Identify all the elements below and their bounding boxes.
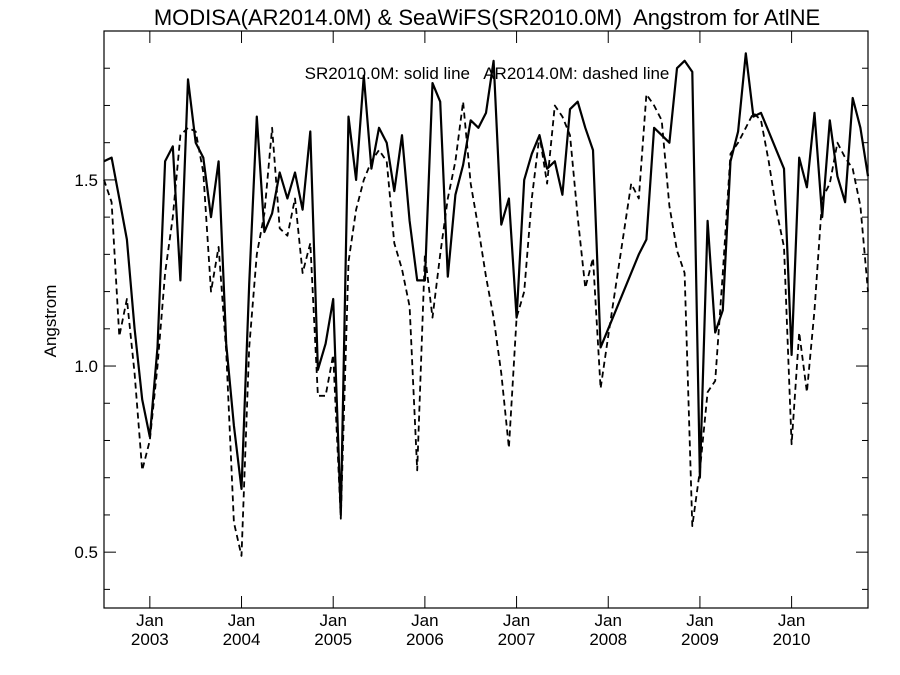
y-tick-label: 0.5 bbox=[74, 543, 98, 562]
y-axis-label: Angstrom bbox=[41, 285, 60, 358]
x-tick-month-label: Jan bbox=[136, 611, 163, 630]
series-lines bbox=[103, 52, 870, 557]
x-tick-month-label: Jan bbox=[411, 611, 438, 630]
x-tick-year-label: 2006 bbox=[406, 630, 444, 649]
x-tick-year-label: 2005 bbox=[314, 630, 352, 649]
x-tick-month-label: Jan bbox=[503, 611, 530, 630]
series-line-sr2010-0m bbox=[103, 52, 870, 516]
chart-title: MODISA(AR2014.0M) & SeaWiFS(SR2010.0M) A… bbox=[154, 5, 820, 30]
x-tick-month-label: Jan bbox=[595, 611, 622, 630]
x-tick-year-label: 2008 bbox=[589, 630, 627, 649]
series-line-ar2014-0m bbox=[103, 93, 869, 557]
y-tick-label: 1.0 bbox=[74, 357, 98, 376]
x-tick-year-label: 2007 bbox=[498, 630, 536, 649]
x-tick-month-label: Jan bbox=[228, 611, 255, 630]
legend-annotation: SR2010.0M: solid line AR2014.0M: dashed … bbox=[305, 64, 670, 83]
x-tick-month-label: Jan bbox=[778, 611, 805, 630]
x-tick-month-label: Jan bbox=[686, 611, 713, 630]
y-tick-label: 1.5 bbox=[74, 171, 98, 190]
x-tick-year-label: 2003 bbox=[131, 630, 169, 649]
x-tick-year-label: 2010 bbox=[773, 630, 811, 649]
axis-ticks: 0.51.01.5Jan2003Jan2004Jan2005Jan2006Jan… bbox=[74, 31, 868, 649]
x-tick-year-label: 2004 bbox=[223, 630, 261, 649]
x-tick-year-label: 2009 bbox=[681, 630, 719, 649]
x-tick-month-label: Jan bbox=[319, 611, 346, 630]
plot-frame bbox=[103, 30, 869, 609]
